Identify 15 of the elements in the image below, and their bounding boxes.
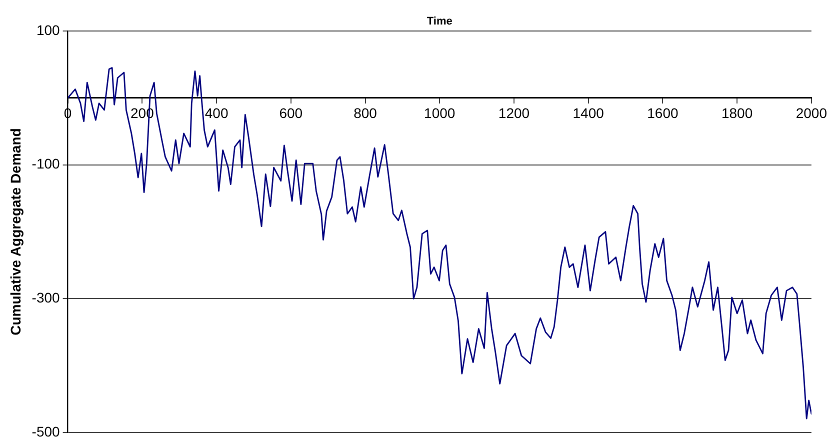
- x-tick-label: 400: [204, 105, 228, 122]
- x-tick-label: 1000: [424, 105, 456, 122]
- x-tick-label: 1800: [721, 105, 753, 122]
- x-tick-label: 600: [279, 105, 303, 122]
- y-tick-label: -300: [32, 290, 60, 306]
- y-axis-title: Cumulative Aggregate Demand: [7, 128, 24, 336]
- x-tick-label: 1200: [498, 105, 530, 122]
- y-tick-label: -500: [32, 423, 60, 440]
- x-axis-title: Time: [426, 16, 452, 28]
- x-tick-label: 2000: [796, 105, 828, 122]
- y-tick-label: 100: [36, 22, 60, 38]
- x-tick-label: 800: [354, 105, 378, 122]
- x-tick-label: 1600: [647, 105, 678, 122]
- y-tick-label: -100: [32, 156, 60, 172]
- x-tick-label: 1400: [572, 105, 604, 122]
